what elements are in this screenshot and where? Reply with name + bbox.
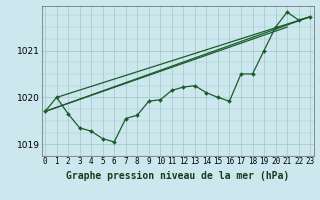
X-axis label: Graphe pression niveau de la mer (hPa): Graphe pression niveau de la mer (hPa)	[66, 171, 289, 181]
